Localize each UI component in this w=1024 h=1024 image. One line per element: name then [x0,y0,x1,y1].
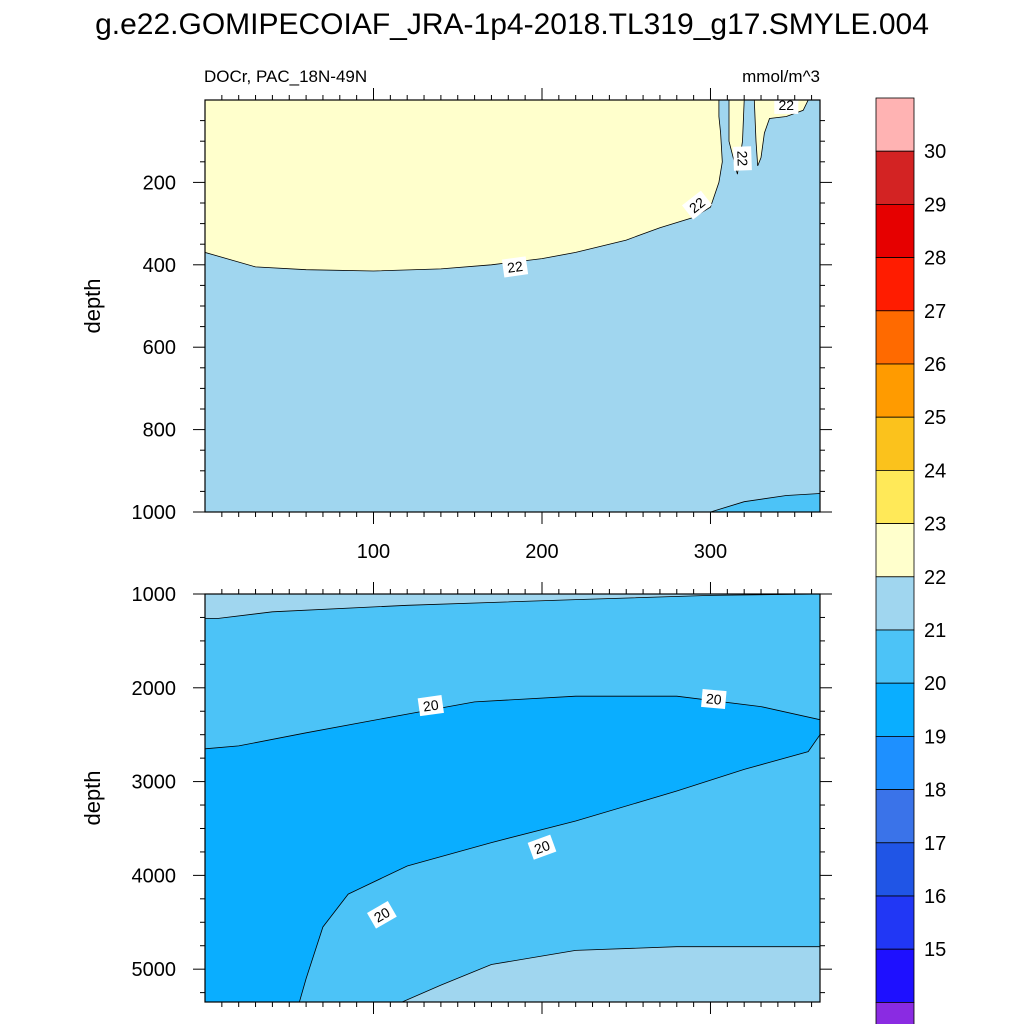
contour-label: 22 [682,190,712,220]
panel-left-label: DOCr, PAC_18N-49N [204,67,367,86]
colorbar-tick-label: 29 [924,194,946,216]
colorbar-tick-label: 21 [924,620,946,642]
contour-label-text: 20 [371,904,393,926]
colorbar-tick-label: 28 [924,248,946,270]
units-label: mmol/m^3 [742,67,820,86]
colorbar-segment [875,842,915,897]
contour-label-text: 22 [779,97,795,113]
panel-lower-frame [204,593,821,1003]
contour-label-text: 20 [532,837,552,857]
colorbar-segment [875,629,915,684]
contour-region-21-22 [401,946,820,1002]
colorbar-segment [875,363,915,418]
contour-region-22-23 [205,100,723,272]
colorbar-segment [875,736,915,791]
contour-label-bg [501,256,529,278]
colorbar-tick-label: 18 [924,780,946,802]
contour-label: 20 [701,688,727,710]
y-tick-label: 1000 [132,584,177,606]
colorbar-segment [875,789,915,844]
colorbar-tick-label: 16 [924,886,946,908]
y-axis-label: depth [80,278,105,333]
y-tick-label: 5000 [132,959,177,981]
y-tick-label: 400 [143,255,176,277]
y-tick-label: 800 [143,420,176,442]
contour-label-text: 22 [506,258,524,276]
colorbar-tick-label: 25 [924,407,946,429]
colorbar-tick-label: 19 [924,726,946,748]
panel-upper-fill [205,100,820,512]
colorbar-segment [875,682,915,737]
colorbar-tick-label: 30 [924,141,946,163]
colorbar-tick-label: 15 [924,939,946,961]
colorbar-segment [875,416,915,471]
contour-label: 20 [367,901,397,929]
x-tick-label: 300 [694,541,727,563]
y-tick-label: 2000 [132,678,177,700]
contour-label: 20 [417,695,444,717]
colorbar-segment [875,895,915,950]
y-tick-label: 4000 [132,865,177,887]
y-tick-label: 200 [143,172,176,194]
colorbar-segment [875,948,915,1003]
contour-label-bg [733,146,752,171]
y-tick-label: 3000 [132,772,177,794]
contour-label-text: 20 [422,697,440,715]
contour-label-text: 22 [734,150,751,166]
colorbar-segment [875,523,915,578]
colorbar-tick-label: 26 [924,354,946,376]
colorbar-tick-label: 17 [924,833,946,855]
x-tick-label: 100 [357,541,390,563]
page-title: g.e22.GOMIPECOIAF_JRA-1p4-2018.TL319_g17… [95,8,929,41]
colorbar-segment [875,310,915,365]
colorbar-segment [875,203,915,258]
contour-label-bg [367,901,397,929]
colorbar-segment [875,469,915,524]
colorbar-segment [875,1002,915,1024]
colorbar-segment [875,257,915,312]
colorbar-segment [875,150,915,205]
contour-label-bg [417,695,444,717]
y-tick-label: 1000 [132,502,177,524]
colorbar-tick-label: 23 [924,514,946,536]
contour-label-bg [527,834,557,860]
contour-region-22-23 [753,100,809,167]
contour-label: 22 [501,256,529,278]
colorbar-tick-label: 24 [924,460,946,482]
contour-label-text: 20 [705,690,722,707]
contour-label: 22 [733,146,752,171]
colorbar-tick-label: 22 [924,567,946,589]
colorbar-tick-label: 20 [924,673,946,695]
panel-lower-fill [205,594,820,1002]
contour-label: 20 [527,834,557,860]
contour-label-bg [682,190,712,220]
colorbar-segment [875,576,915,631]
contour-region-20-21 [710,493,820,512]
contour-label-bg [701,688,727,710]
y-tick-label: 600 [143,337,176,359]
colorbar-tick-label: 27 [924,301,946,323]
y-axis-label: depth [80,770,105,825]
x-tick-label: 200 [525,541,558,563]
colorbar-segment [875,97,915,152]
